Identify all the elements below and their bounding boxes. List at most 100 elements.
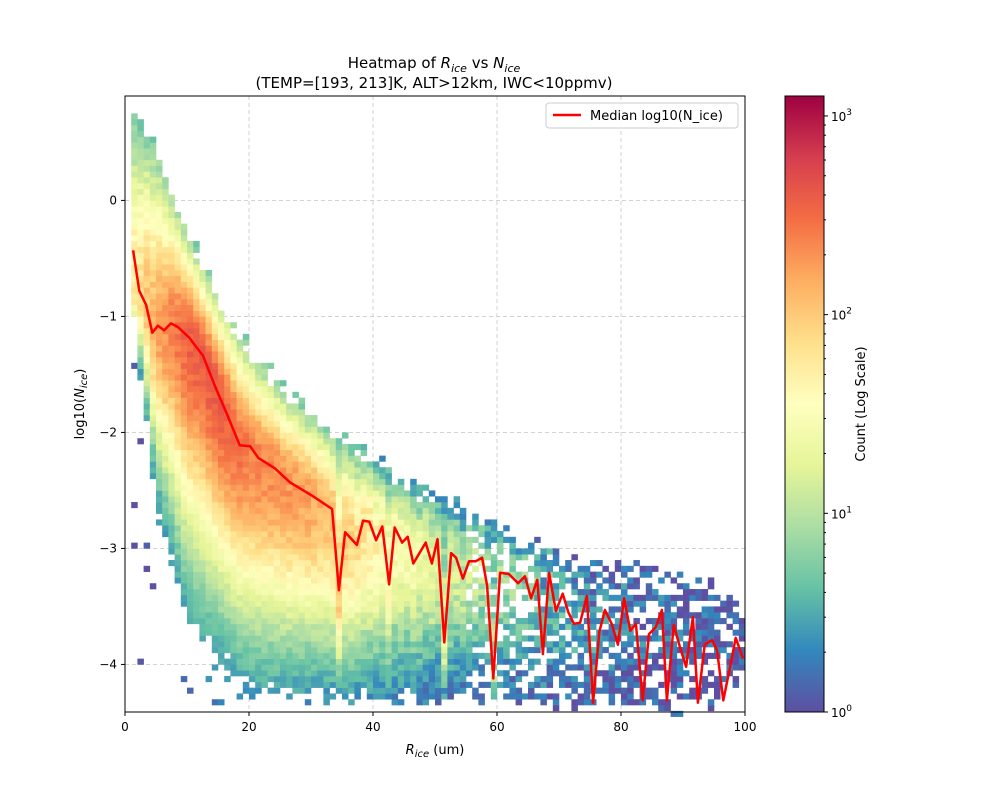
heatmap-cell [292,606,299,613]
heatmap-cell [205,287,213,294]
heatmap-cell [348,571,355,578]
heatmap-cell [180,235,188,242]
heatmap-cell [385,519,392,526]
heatmap-cell [131,148,138,155]
heatmap-cell [342,461,349,468]
heatmap-cell [199,345,206,352]
heatmap-cell [236,583,244,590]
heatmap-cell [131,165,138,172]
heatmap-cell [366,658,374,665]
heatmap-cell [317,496,324,503]
heatmap-cell [633,577,640,584]
heatmap-cell [273,664,281,671]
heatmap-cell [472,629,479,636]
heatmap-cell [410,676,417,683]
heatmap-cell [199,362,206,369]
heatmap-cell [236,484,244,491]
heatmap-cell [242,647,250,654]
heatmap-cell [292,589,299,596]
heatmap-cell [608,629,616,636]
heatmap-cell [193,554,200,561]
heatmap-cell [211,565,219,572]
heatmap-cell [156,188,163,195]
heatmap-cell [348,589,355,596]
heatmap-cell [242,600,250,607]
heatmap-cell [311,432,318,439]
heatmap-cell [664,670,671,677]
heatmap-cell [732,647,740,654]
heatmap-cell [645,571,653,578]
heatmap-cell [255,548,262,555]
heatmap-cell [317,647,324,654]
heatmap-cell [366,664,374,671]
heatmap-cell [360,478,368,485]
heatmap-cell [236,397,244,404]
heatmap-cell [583,699,591,706]
heatmap-cell [280,525,287,532]
heatmap-cell [602,618,609,625]
heatmap-cell [261,438,268,445]
heatmap-cell [422,507,430,514]
heatmap-cell [577,589,585,596]
heatmap-cell [323,577,330,584]
heatmap-cell [335,438,343,445]
heatmap-cell [211,664,219,671]
heatmap-cell [180,252,188,259]
heatmap-cell [738,664,746,671]
heatmap-cell [187,467,194,474]
heatmap-cell [447,531,454,538]
heatmap-cell [187,548,194,555]
heatmap-cell [156,351,163,358]
heatmap-cell [385,641,392,648]
heatmap-cell [137,125,144,132]
heatmap-cell [230,484,237,491]
heatmap-cell [242,681,250,688]
heatmap-cell [478,623,485,630]
heatmap-cell [180,391,188,398]
heatmap-cell [205,403,213,410]
heatmap-cell [255,641,262,648]
heatmap-cell [224,600,231,607]
heatmap-cell [348,473,355,480]
heatmap-cell [180,241,188,248]
heatmap-cell [273,461,281,468]
heatmap-cell [280,513,287,520]
heatmap-cell [571,554,578,561]
heatmap-cell [360,652,368,659]
heatmap-cell [143,316,151,323]
heatmap-cell [373,565,380,572]
heatmap-cell [472,577,479,584]
heatmap-cell [441,577,448,584]
heatmap-cell [478,542,485,549]
heatmap-cell [466,548,473,555]
heatmap-cell [304,560,312,567]
y-axis-label: log10(Nice) [73,369,90,440]
heatmap-cell [236,351,244,358]
heatmap-cell [528,565,535,572]
heatmap-cell [286,484,293,491]
heatmap-cell [366,496,374,503]
heatmap-cell [168,420,175,427]
heatmap-cell [317,635,324,642]
heatmap-cell [230,455,237,462]
heatmap-cell [391,490,399,497]
heatmap-cell [379,687,386,694]
heatmap-cell [162,264,169,271]
heatmap-cell [335,496,343,503]
heatmap-cell [528,693,535,700]
heatmap-cell [174,432,182,439]
heatmap-cell [323,531,330,538]
heatmap-cell [162,293,169,300]
heatmap-cell [645,594,653,601]
heatmap-cell [249,496,256,503]
heatmap-cell [670,710,678,717]
heatmap-cell [701,623,709,630]
heatmap-cell [366,652,374,659]
heatmap-cell [515,623,523,630]
heatmap-cell [360,658,368,665]
heatmap-cell [466,583,473,590]
heatmap-cell [180,351,188,358]
heatmap-cell [490,525,498,532]
heatmap-cell [249,589,256,596]
heatmap-cell [317,536,324,543]
